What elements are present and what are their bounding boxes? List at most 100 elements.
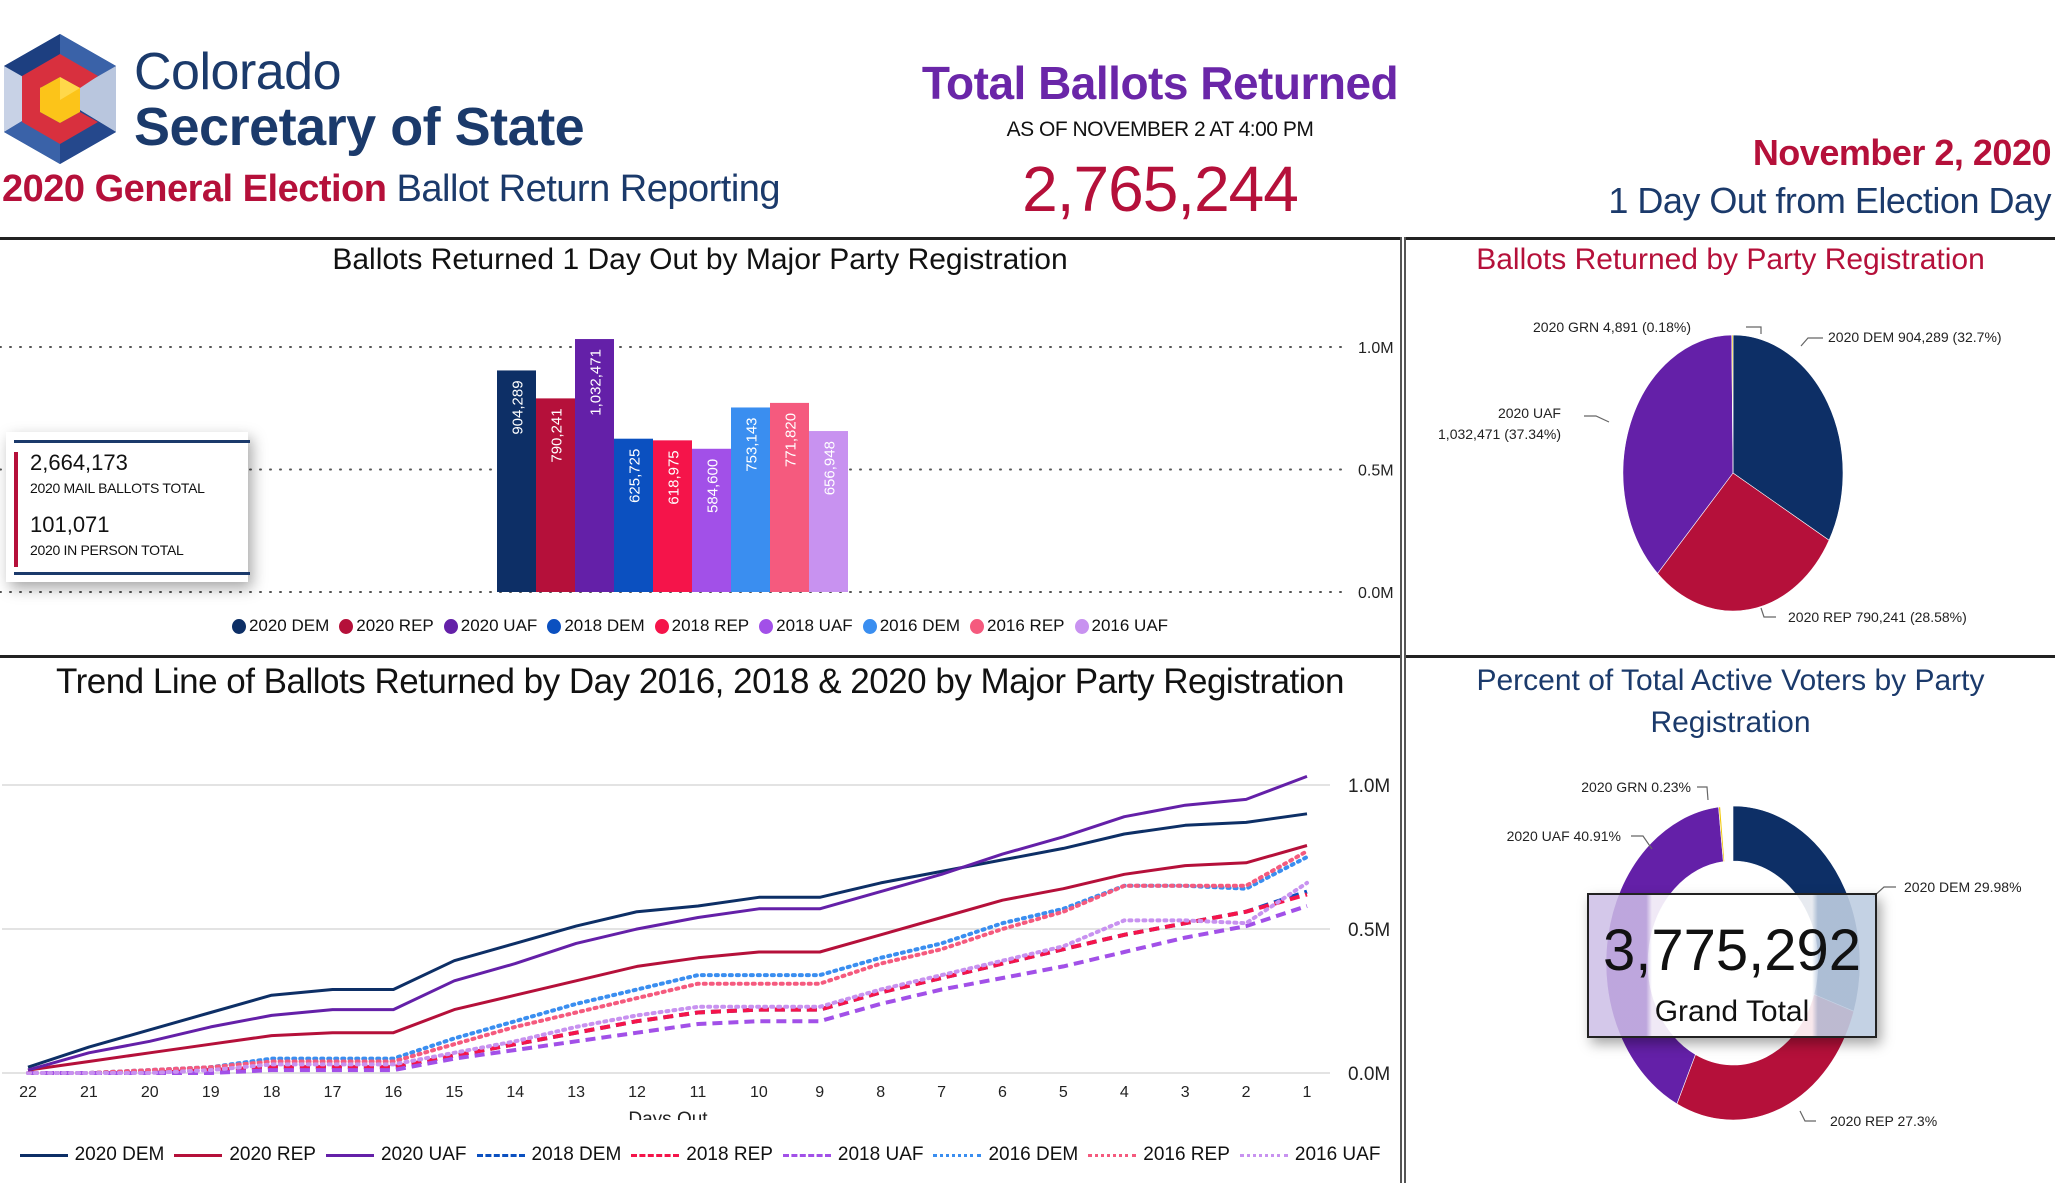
legend-item-2016-rep: 2016 REP: [970, 616, 1065, 636]
legend-label: 2018 UAF: [776, 616, 853, 635]
legend-item-2020-rep: 2020 REP: [174, 1144, 316, 1166]
bar-2018-dem: [614, 438, 653, 592]
legend-dot-icon: [759, 618, 774, 634]
x-tick-label: 17: [324, 1084, 342, 1101]
legend-item-2020-rep: 2020 REP: [339, 616, 434, 636]
donut-label-2020-dem: 2020 DEM 29.98%: [1904, 879, 2022, 895]
donut-label-2020-uaf: 2020 UAF 40.91%: [1507, 828, 1621, 844]
legend-dot-icon: [231, 618, 246, 634]
legend-label: 2016 UAF: [1091, 616, 1169, 635]
x-tick-label: 4: [1120, 1084, 1129, 1101]
legend-item-2016-rep: 2016 REP: [1088, 1144, 1230, 1166]
donut-label-2020-rep: 2020 REP 27.3%: [1830, 1113, 1937, 1129]
pie-slice-2020-dem: [1732, 334, 1844, 541]
stat-card: 2,664,173 2020 MAIL BALLOTS TOTAL 101,07…: [6, 432, 250, 582]
grand-total-label: Grand Total: [1654, 995, 1810, 1028]
legend-label: 2018 UAF: [837, 1144, 924, 1165]
legend-label: 2016 REP: [987, 616, 1065, 635]
donut-chart-title: Percent of Total Active Voters by Party …: [1476, 664, 1985, 739]
x-tick-label: 15: [445, 1084, 463, 1101]
legend-item-2016-uaf: 2016 UAF: [1074, 616, 1169, 636]
leader-line: [1584, 415, 1610, 423]
legend-dot-icon: [654, 618, 669, 634]
donut-label-2020-grn: 2020 GRN 0.23%: [1581, 779, 1691, 795]
bar-value-label: 753,143: [744, 417, 761, 471]
grand-total-value: 3,775,292: [1602, 918, 1862, 983]
legend-dot-icon: [862, 618, 877, 634]
legend-line-icon: [19, 1153, 68, 1157]
legend-label: 2020 UAF: [460, 616, 538, 635]
ballots-by-party-pie: 2020 GRN 4,891 (0.18%) 2020 DEM 904,289 (…: [1438, 319, 2002, 625]
bar-value-label: 1,032,471: [588, 349, 605, 416]
legend-line-icon: [631, 1153, 680, 1157]
legend-item-2018-dem: 2018 DEM: [476, 1144, 622, 1166]
y-tick-label: 0.5M: [1348, 920, 1390, 941]
x-tick-label: 10: [750, 1084, 768, 1101]
stat-card-top-rule: [14, 440, 250, 443]
bar-chart: 0.0M 0.5M 1.0M 904,289 790,241 1,032,471 625,7…: [0, 339, 1394, 602]
x-tick-label: 18: [263, 1084, 281, 1101]
series-line-2020-dem: [27, 812, 1308, 1069]
legend-label: 2020 UAF: [380, 1144, 467, 1165]
divider-top: [0, 237, 2055, 240]
series-line-2018-uaf: [28, 904, 1308, 1075]
bar-2016-rep: [770, 402, 809, 592]
series-line-2016-dem: [26, 855, 1309, 1075]
legend-line-icon: [933, 1153, 982, 1157]
subtitle-report: Ballot Return Reporting: [396, 168, 781, 210]
legend-item-2020-uaf: 2020 UAF: [443, 616, 538, 636]
legend-label: 2016 UAF: [1294, 1144, 1381, 1165]
x-tick-label: 20: [141, 1084, 159, 1101]
report-subtitle: 2020 General Election Ballot Return Repo…: [2, 168, 781, 211]
legend-item-2016-dem: 2016 DEM: [862, 616, 960, 636]
legend-dot-icon: [970, 618, 985, 634]
pie-slice-2020-uaf: [1622, 334, 1734, 574]
x-tick-label: 1: [1303, 1084, 1312, 1101]
legend-label: 2016 DEM: [988, 1144, 1079, 1165]
x-tick-label: 22: [19, 1084, 37, 1101]
y-tick-label: 1.0M: [1348, 776, 1390, 797]
bar-value-label: 584,600: [705, 459, 722, 513]
legend-item-2016-dem: 2016 DEM: [933, 1144, 1078, 1166]
legend-line-icon: [782, 1153, 831, 1157]
leader-line: [1746, 326, 1762, 334]
bar-2016-uaf: [809, 431, 848, 592]
legend-label: 2018 REP: [671, 616, 750, 635]
donut-slice-2020-grn: [1718, 806, 1725, 862]
colorado-sos-logo-icon: [0, 32, 120, 167]
x-tick-label: 13: [567, 1084, 585, 1101]
legend-label: 2020 DEM: [74, 1144, 165, 1165]
bar-2016-dem: [731, 407, 770, 592]
brand-name-line1: Colorado: [134, 43, 342, 101]
series-line-2016-rep: [26, 849, 1309, 1075]
mail-ballots-total-label: 2020 MAIL BALLOTS TOTAL: [30, 480, 205, 496]
x-tick-label: 9: [815, 1084, 824, 1101]
bar-value-label: 625,725: [627, 449, 644, 503]
pie-label-2020-dem: 2020 DEM 904,289 (32.7%): [1828, 329, 2002, 345]
bar-chart-title: Ballots Returned 1 Day Out by Major Part…: [332, 243, 1068, 276]
trend-chart-legend: 2020 DEM 2020 REP 2020 UAF 2018 DEM 2018 REP…: [0, 1144, 1400, 1166]
pie-slice-2020-rep: [1657, 472, 1830, 612]
bar-value-label: 656,948: [822, 441, 839, 495]
bar-chart-legend: 2020 DEM 2020 REP 2020 UAF 2018 DEM 2018 REP…: [0, 616, 1400, 636]
leader-line: [1799, 1110, 1816, 1122]
legend-item-2018-uaf: 2018 UAF: [759, 616, 853, 636]
legend-item-2018-uaf: 2018 UAF: [782, 1144, 924, 1166]
legend-line-icon: [325, 1153, 374, 1157]
legend-label: 2016 REP: [1143, 1144, 1230, 1165]
brand-name-line2: Secretary of State: [134, 97, 585, 157]
bar-2018-uaf: [692, 448, 731, 592]
legend-label: 2018 DEM: [531, 1144, 622, 1165]
total-ballots-timestamp: AS OF NOVEMBER 2 AT 4:00 PM: [1006, 118, 1314, 141]
divider-middle: [0, 655, 2055, 658]
leader-line: [1800, 337, 1823, 347]
pie-chart-title: Ballots Returned by Party Registration: [1476, 243, 1985, 276]
x-tick-label: 21: [80, 1084, 98, 1101]
total-ballots-value: 2,765,244: [1022, 153, 1299, 225]
legend-dot-icon: [1074, 618, 1089, 634]
x-tick-label: 3: [1181, 1084, 1190, 1101]
bar-2018-rep: [653, 440, 692, 592]
series-line-2020-rep: [27, 844, 1308, 1072]
y-tick-label: 0.5M: [1358, 463, 1394, 480]
bar-value-label: 904,289: [510, 380, 527, 434]
